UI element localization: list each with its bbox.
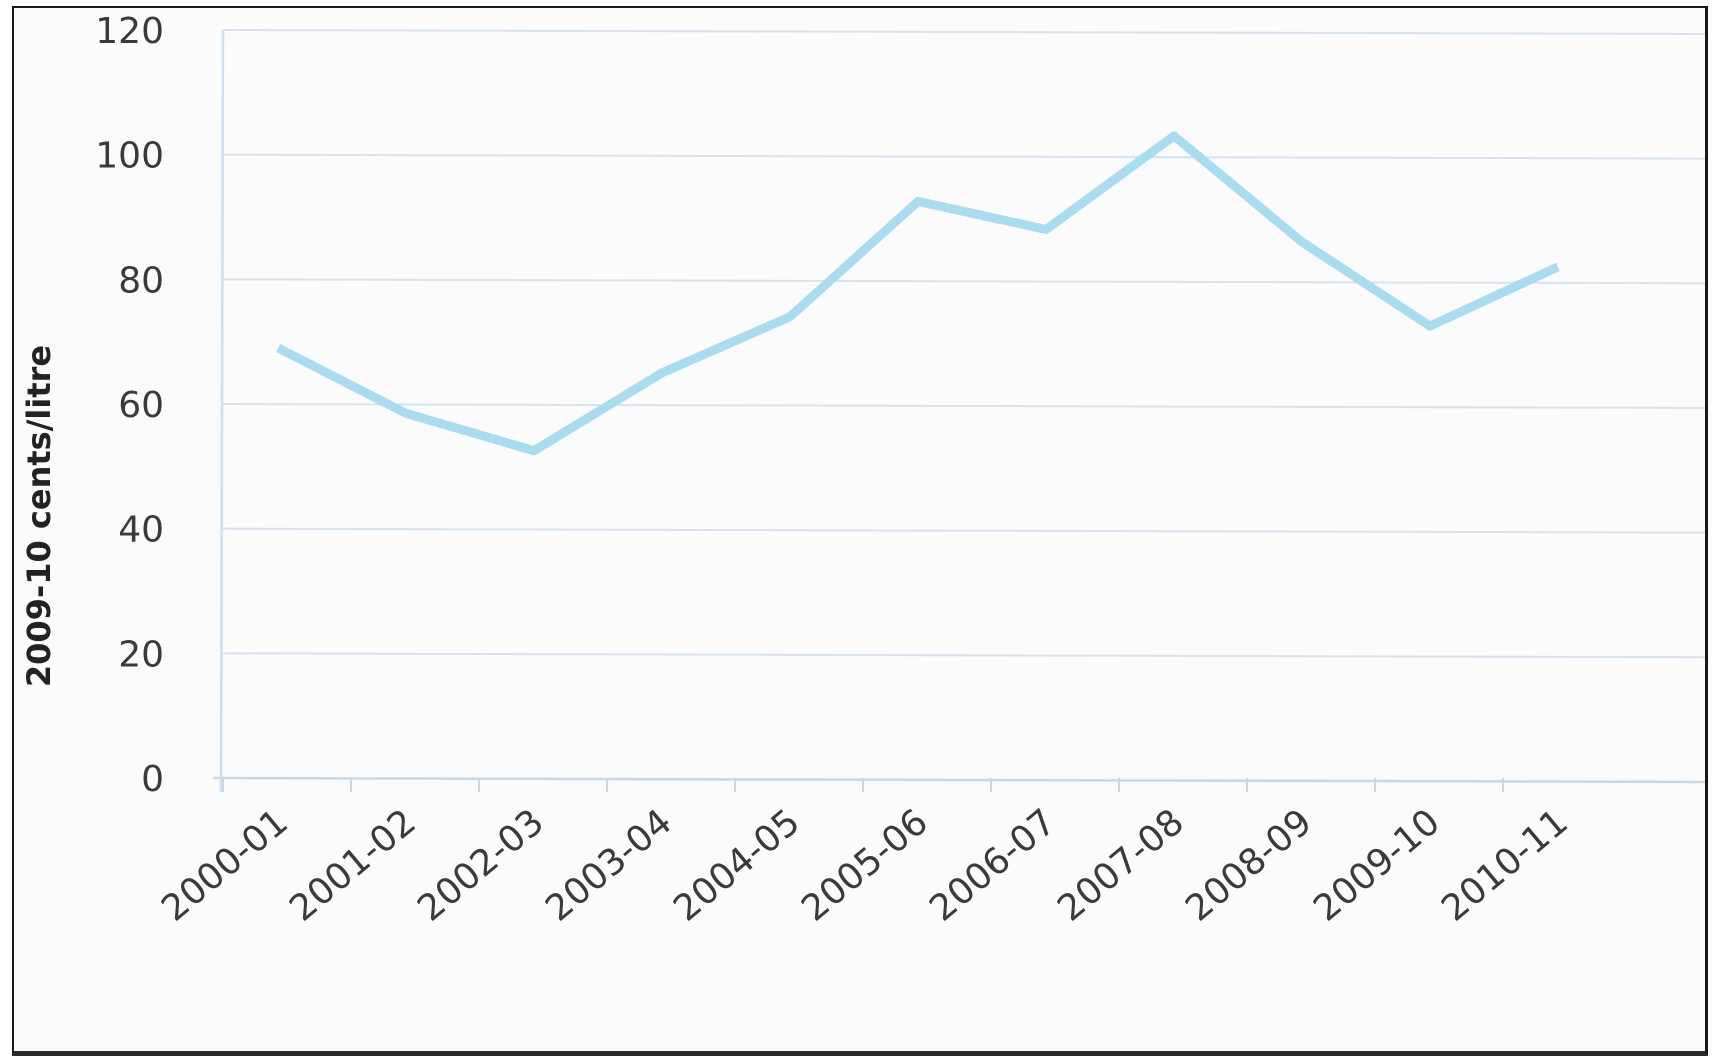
gridline-y-20	[222, 652, 1705, 659]
x-tick-label: 2001-02	[282, 801, 424, 929]
x-axis-line	[212, 776, 1705, 784]
gridline-y-120	[222, 29, 1705, 35]
gridline-y-40	[222, 527, 1705, 534]
x-tick-label: 2006-07	[922, 801, 1064, 929]
gridline-y-80	[222, 278, 1705, 285]
axes	[212, 29, 1705, 793]
gridline-y-100	[222, 153, 1705, 160]
series-lines	[275, 131, 1560, 456]
x-tick-label: 2008-09	[1178, 801, 1320, 929]
x-axis-tick-labels: 2000-012001-022002-032003-042004-052005-…	[154, 801, 1576, 929]
y-tick-label: 60	[118, 385, 164, 426]
y-tick-label: 120	[95, 11, 164, 52]
y-tick-label: 80	[118, 260, 164, 301]
gridlines	[222, 29, 1705, 659]
y-axis-tick-labels: 0 20 40 60 80 100 120	[95, 11, 164, 800]
y-tick-label: 20	[118, 634, 164, 675]
chart-frame: 0 20 40 60 80 100 120 2000-01 2001-02 2002-03 200…	[12, 6, 1708, 1056]
y-axis-label: 2009-10 cents/litre	[20, 345, 58, 687]
y-tick-label: 0	[141, 759, 164, 800]
x-tick-label: 2002-03	[410, 801, 552, 929]
x-tick-label: 2004-05	[666, 801, 808, 929]
x-tick-label: 2003-04	[538, 801, 680, 929]
gridline-y-60	[222, 403, 1705, 409]
series-line-0	[275, 131, 1560, 456]
x-tick-label: 2000-01	[154, 801, 296, 929]
x-tick-label: 2009-10	[1306, 801, 1448, 929]
y-tick-label: 40	[118, 510, 164, 551]
x-tick-label: 2007-08	[1050, 801, 1192, 929]
x-tick-label: 2010-11	[1434, 801, 1576, 929]
y-tick-label: 100	[95, 136, 164, 177]
y-axis-line	[219, 29, 225, 793]
x-tick-label: 2005-06	[794, 801, 936, 929]
